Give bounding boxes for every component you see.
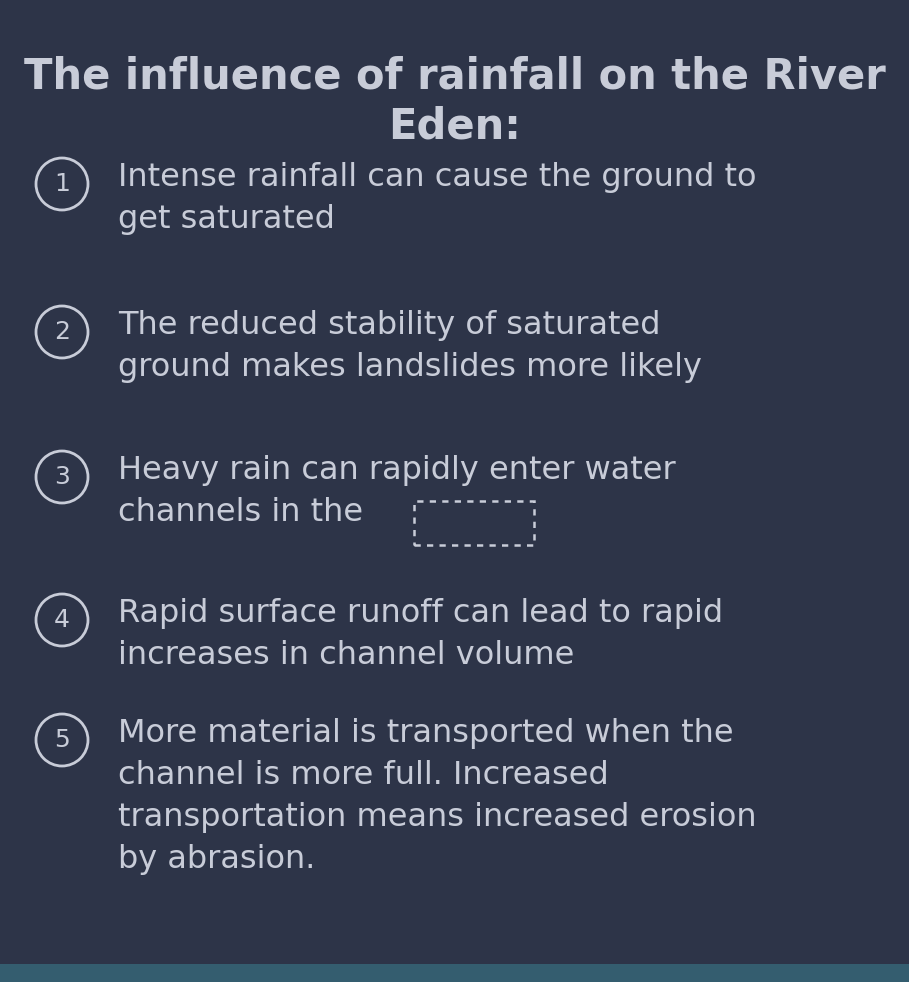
Text: More material is transported when the: More material is transported when the — [118, 718, 734, 749]
Text: 4: 4 — [54, 608, 70, 632]
Text: 3: 3 — [54, 465, 70, 489]
Text: get saturated: get saturated — [118, 204, 335, 235]
Text: ground makes landslides more likely: ground makes landslides more likely — [118, 352, 702, 383]
Text: increases in channel volume: increases in channel volume — [118, 640, 574, 671]
Text: Rapid surface runoff can lead to rapid: Rapid surface runoff can lead to rapid — [118, 598, 724, 629]
Text: channels in the: channels in the — [118, 497, 363, 528]
Text: 2: 2 — [54, 320, 70, 344]
Text: transportation means increased erosion: transportation means increased erosion — [118, 802, 756, 833]
Text: Heavy rain can rapidly enter water: Heavy rain can rapidly enter water — [118, 455, 675, 486]
Text: 1: 1 — [54, 172, 70, 196]
Text: channel is more full. Increased: channel is more full. Increased — [118, 760, 609, 791]
Text: The reduced stability of saturated: The reduced stability of saturated — [118, 310, 661, 341]
Text: Intense rainfall can cause the ground to: Intense rainfall can cause the ground to — [118, 162, 756, 193]
Bar — [0, 964, 909, 982]
Text: Eden:: Eden: — [388, 105, 521, 147]
Text: by abrasion.: by abrasion. — [118, 844, 315, 875]
Text: 5: 5 — [55, 728, 70, 752]
Text: The influence of rainfall on the River: The influence of rainfall on the River — [24, 55, 885, 97]
